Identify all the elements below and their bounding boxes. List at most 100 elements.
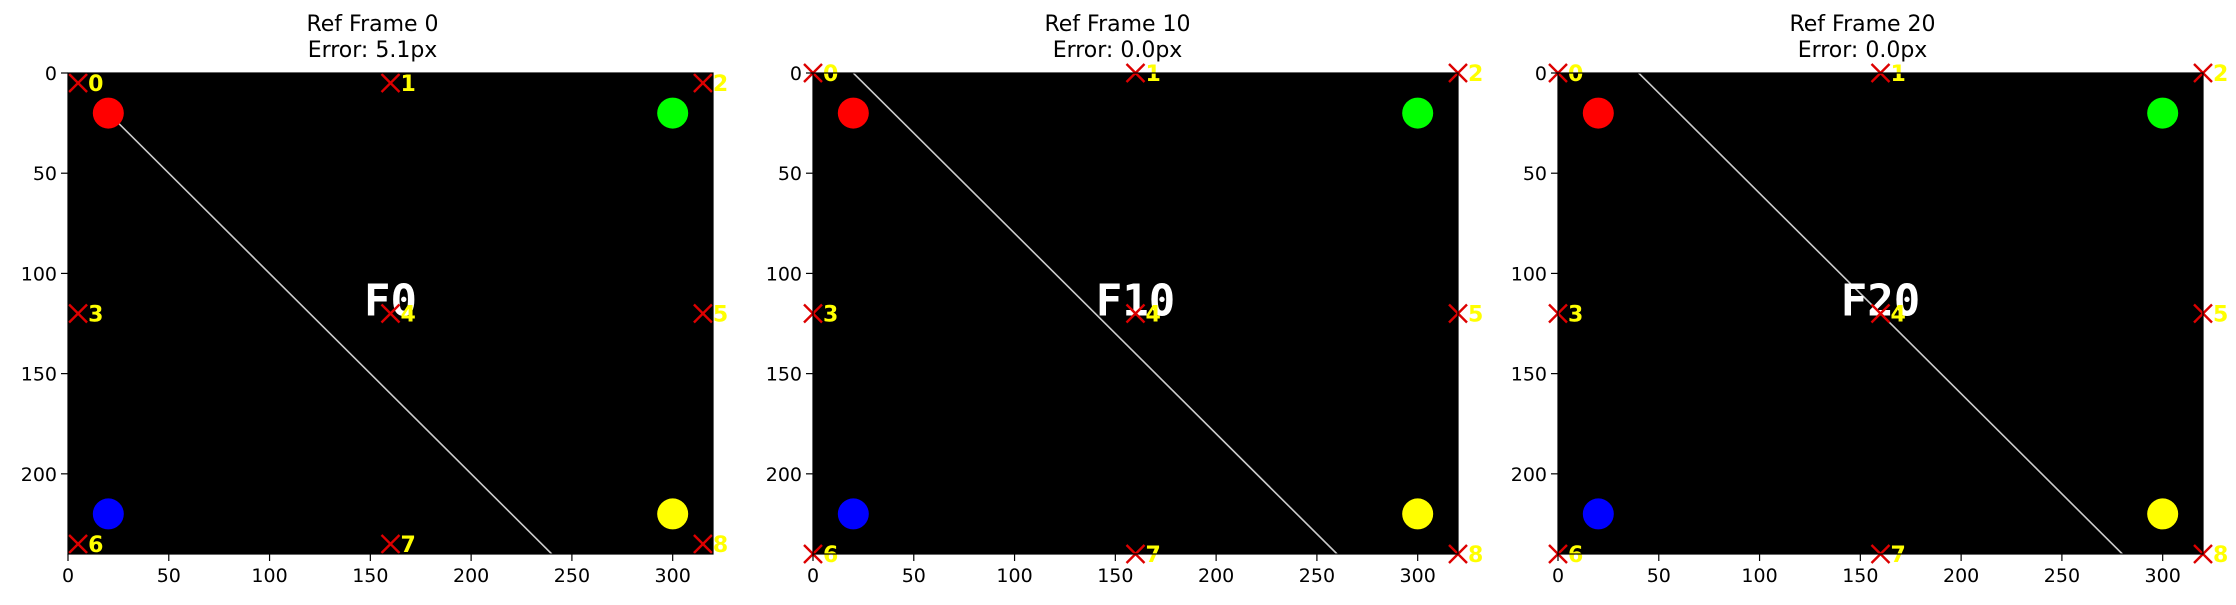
marker-label: 6: [823, 543, 838, 568]
circle-marker: [657, 498, 689, 530]
title-line-1: Ref Frame 20: [1789, 12, 1936, 37]
x-tick-label: 100: [996, 565, 1032, 587]
x-tick-label: 200: [1943, 565, 1979, 587]
circle-marker: [2147, 498, 2179, 530]
x-tick-label: 100: [1741, 565, 1777, 587]
y-tick-label: 200: [21, 464, 57, 486]
marker-x-stroke: [693, 303, 713, 324]
marker-x-stroke: [380, 303, 401, 324]
title-line-1: Ref Frame 0: [306, 12, 439, 37]
chart-plot: F10 0 1 2 3 4 5 6 7 8 0 50 100 150 200 250 300 0 50 100 150 2…: [766, 62, 1484, 587]
circle-marker: [92, 97, 124, 129]
x-tick-label: 0: [1552, 565, 1564, 587]
marker-label: 1: [1891, 62, 1906, 87]
marker-x-stroke: [693, 534, 713, 554]
marker-x-stroke: [380, 534, 401, 554]
panel-title: Ref Frame 20 Error: 0.0px: [1490, 12, 2235, 64]
marker-label: 7: [1891, 543, 1906, 568]
title-line-2: Error: 0.0px: [1052, 38, 1183, 63]
x-tick-label: 100: [251, 565, 287, 587]
x-tick-label: 300: [1400, 565, 1436, 587]
y-tick-label: 150: [1511, 364, 1547, 386]
panel-ref-frame-10: Ref Frame 10 Error: 0.0px F10 0 1 2 3 4 5 6 7 8 0 5…: [745, 0, 1490, 605]
axes-frame: [812, 72, 1459, 555]
frame-label: F10: [1096, 275, 1175, 326]
marker-x-stroke: [68, 73, 88, 93]
x-tick-label: 150: [352, 565, 388, 587]
marker-label: 2: [2213, 62, 2228, 87]
marker-label: 5: [2213, 303, 2228, 328]
marker-label: 0: [88, 72, 103, 97]
title-line-2: Error: 0.0px: [1797, 38, 1928, 63]
panel-title: Ref Frame 0 Error: 5.1px: [0, 12, 745, 64]
image-content: F20: [1582, 73, 2179, 554]
circle-marker: [837, 498, 869, 530]
x-tick-label: 250: [554, 565, 590, 587]
marker-label: 3: [88, 303, 103, 328]
marker-label: 4: [1146, 303, 1161, 328]
image-content: F10: [837, 73, 1434, 554]
marker-label: 4: [401, 303, 416, 328]
chart-plot: F20 0 1 2 3 4 5 6 7 8 0 50 100 150 200 250 300 0 50 100 150 2…: [1511, 62, 2229, 587]
marker-label: 3: [1568, 303, 1583, 328]
x-tick-label: 0: [62, 565, 74, 587]
x-tick-label: 50: [1647, 565, 1671, 587]
marker-label: 4: [1891, 303, 1906, 328]
marker-label: 6: [1568, 543, 1583, 568]
panel-ref-frame-0: Ref Frame 0 Error: 5.1px F0 0 1 2 3 4 5 6 7 8 0 50 1…: [0, 0, 745, 605]
x-tick-label: 250: [1299, 565, 1335, 587]
x-tick-label: 50: [902, 565, 926, 587]
marker-label: 2: [1468, 62, 1483, 87]
marker-label: 1: [1146, 62, 1161, 87]
circle-marker: [1582, 97, 1614, 129]
diagonal-line: [107, 112, 553, 554]
marker-label: 8: [1468, 543, 1483, 568]
marker-label: 0: [823, 62, 838, 87]
circle-marker: [1402, 97, 1434, 129]
x-tick-label: 150: [1097, 565, 1133, 587]
x-tick-label: 150: [1842, 565, 1878, 587]
axes-frame: [1557, 72, 2204, 555]
circle-marker: [1582, 498, 1614, 530]
x-tick-label: 200: [453, 565, 489, 587]
y-tick-label: 150: [766, 364, 802, 386]
marker-label: 1: [401, 72, 416, 97]
y-tick-label: 50: [33, 163, 57, 185]
marker-label: 2: [713, 72, 728, 97]
marker-label: 0: [1568, 62, 1583, 87]
x-tick-label: 250: [2044, 565, 2080, 587]
x-tick-label: 0: [807, 565, 819, 587]
marker-x-stroke: [693, 73, 713, 93]
circle-marker: [837, 97, 869, 129]
x-tick-label: 300: [655, 565, 691, 587]
circle-marker: [657, 97, 689, 129]
x-tick-label: 300: [2145, 565, 2181, 587]
marker-x-stroke: [1125, 303, 1146, 324]
marker-label: 6: [88, 533, 103, 558]
marker-x-stroke: [68, 534, 88, 554]
y-tick-label: 200: [766, 464, 802, 486]
y-tick-label: 150: [21, 364, 57, 386]
x-tick-label: 50: [157, 565, 181, 587]
chart-plot: F0 0 1 2 3 4 5 6 7 8 0 50 100 150 200 250 300 0 50 100 150 20…: [21, 63, 729, 587]
circle-marker: [92, 498, 124, 530]
circle-marker: [1402, 498, 1434, 530]
marker-label: 5: [1468, 303, 1483, 328]
marker-x-stroke: [1870, 303, 1891, 324]
y-tick-label: 0: [790, 63, 802, 85]
y-tick-label: 100: [21, 263, 57, 285]
frame-label: F0: [364, 275, 417, 326]
marker-label: 7: [401, 533, 416, 558]
panel-ref-frame-20: Ref Frame 20 Error: 0.0px F20 0 1 2 3 4 5 6 7 8 0 5…: [1490, 0, 2235, 605]
x-tick-label: 200: [1198, 565, 1234, 587]
marker-label: 8: [713, 533, 728, 558]
title-line-1: Ref Frame 10: [1044, 12, 1191, 37]
title-line-2: Error: 5.1px: [307, 38, 438, 63]
marker-x-stroke: [380, 73, 401, 93]
marker-x-stroke: [68, 303, 88, 324]
y-tick-label: 0: [1535, 63, 1547, 85]
y-tick-label: 0: [45, 63, 57, 85]
image-content: F0: [92, 97, 689, 554]
marker-label: 8: [2213, 543, 2228, 568]
marker-label: 5: [713, 303, 728, 328]
